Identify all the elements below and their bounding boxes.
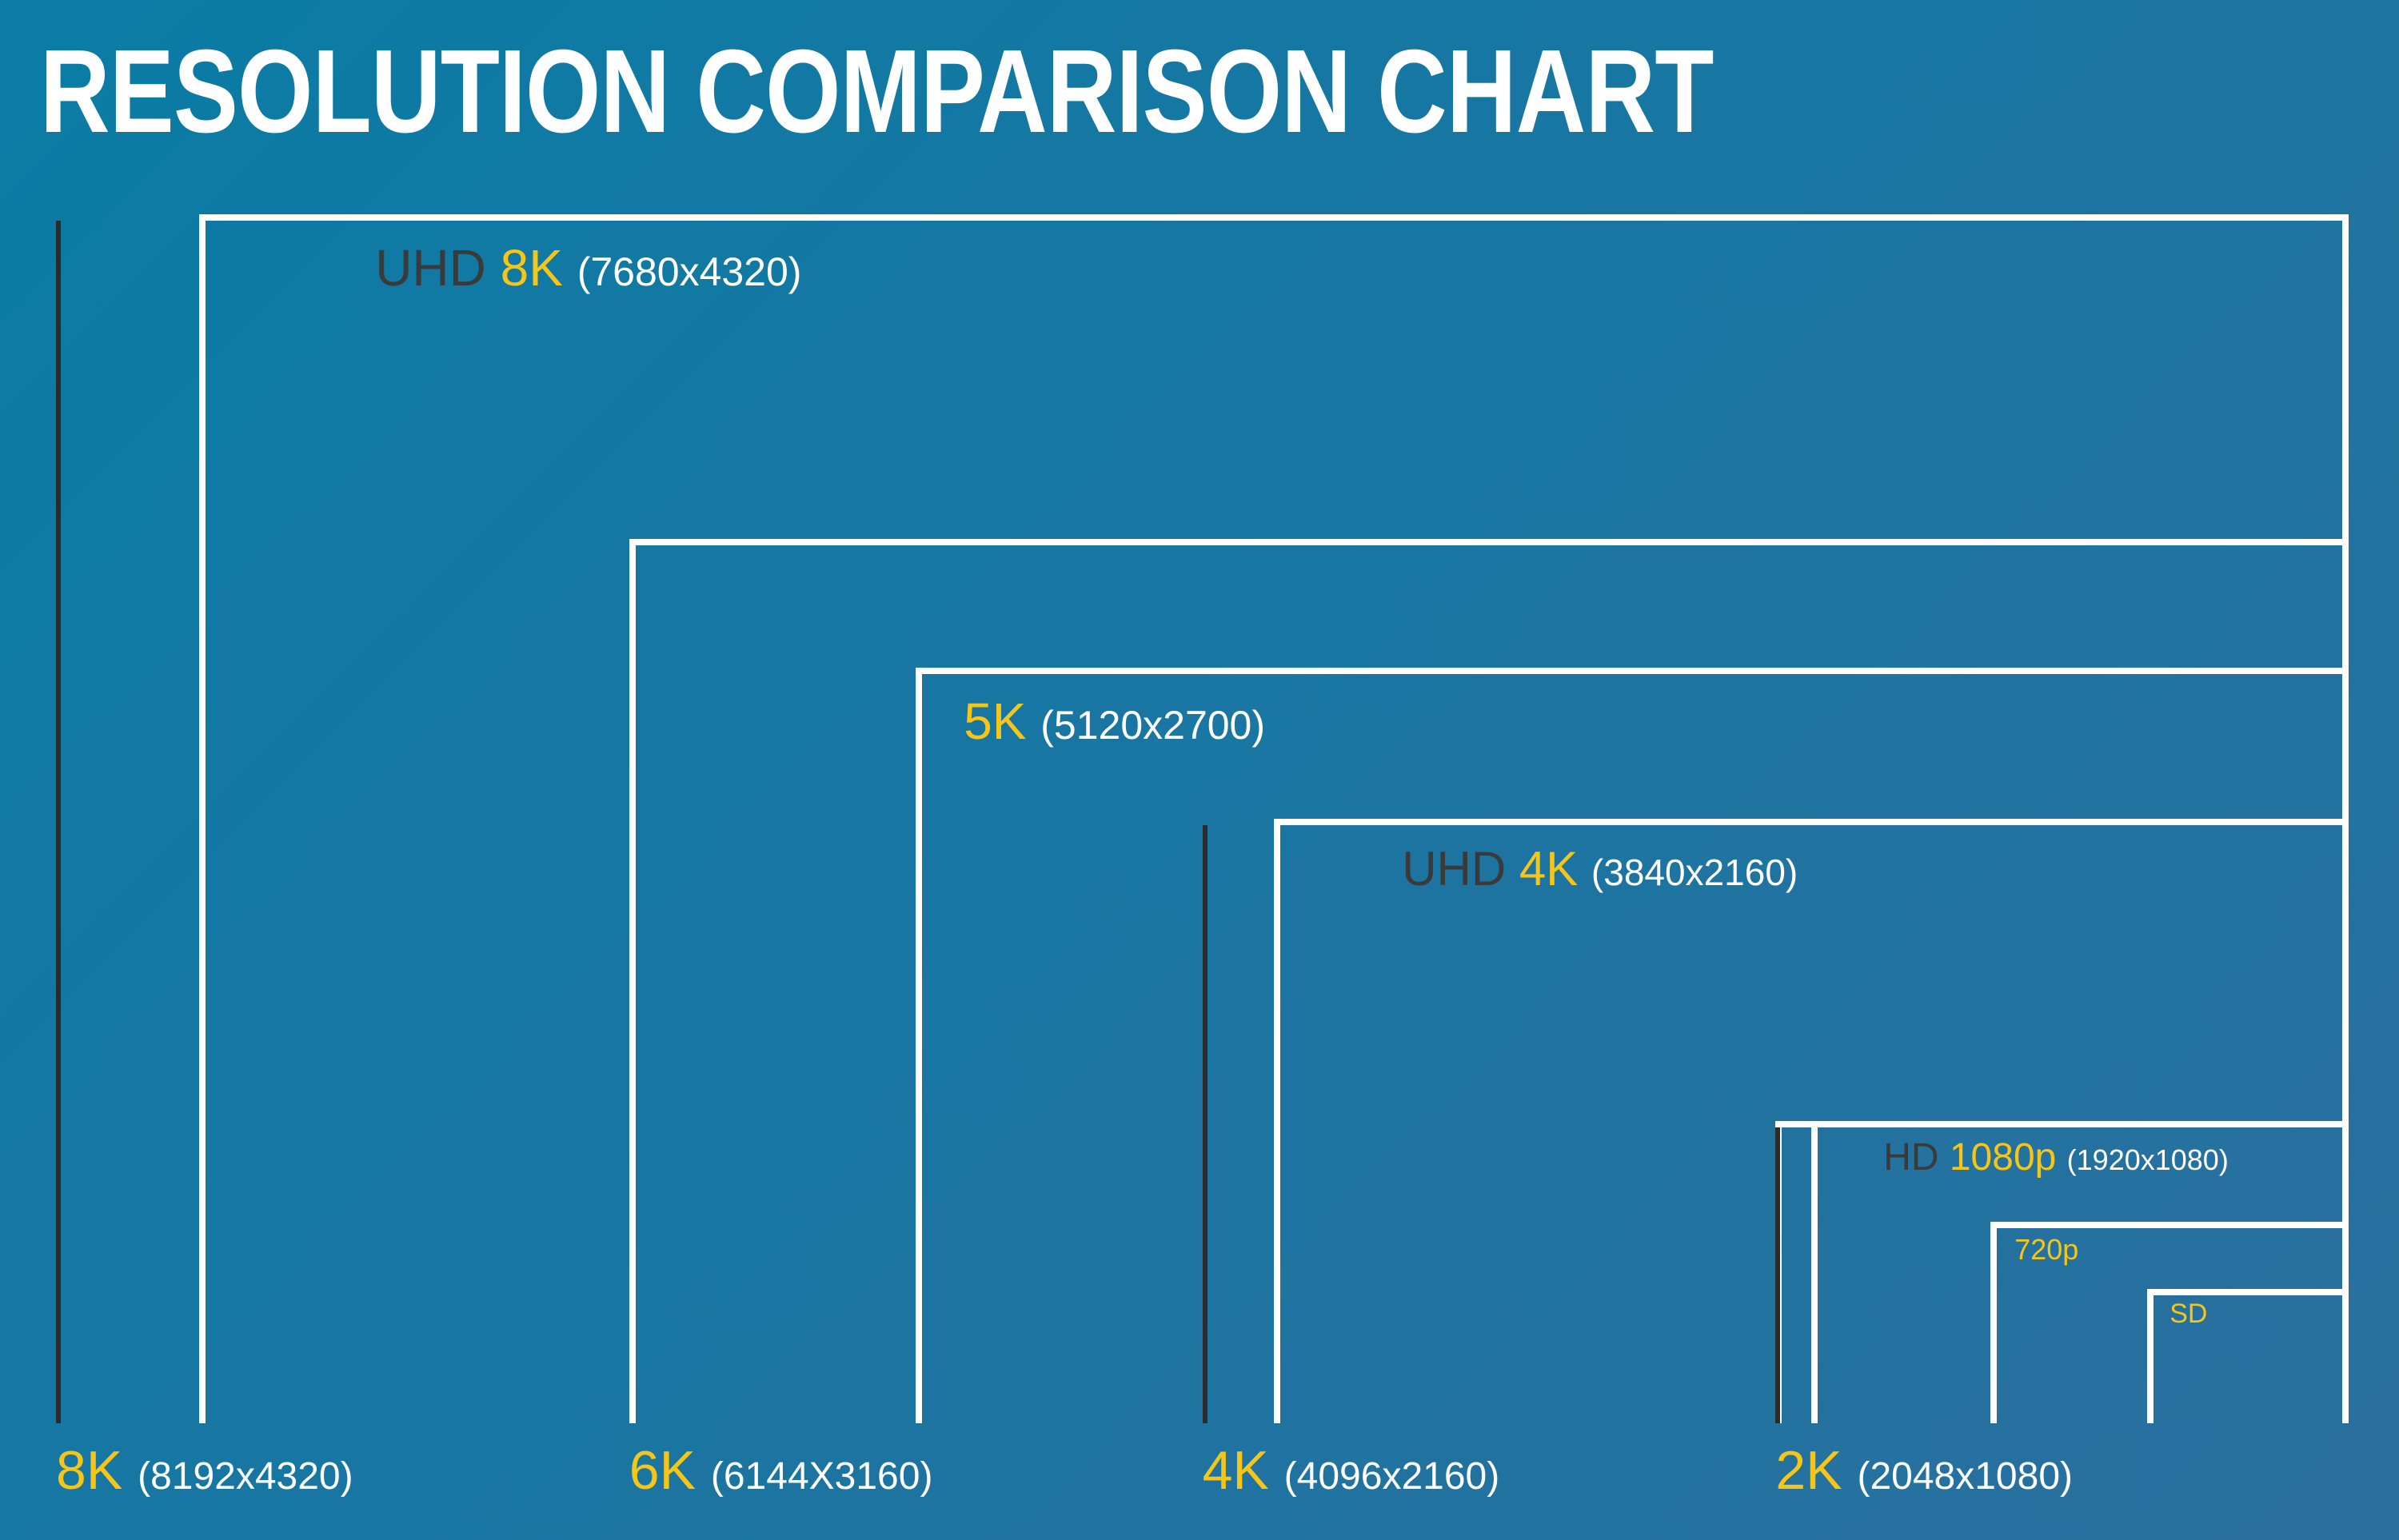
- resolution-label-1080p: HD 1080p (1920x1080): [1883, 1135, 2229, 1179]
- label-name: 4K: [1519, 842, 1591, 896]
- resolution-label-720p: 720p: [2014, 1233, 2078, 1267]
- resolution-label-5k: 5K (5120x2700): [964, 692, 1265, 751]
- bottom-label-dims: (4096x2160): [1284, 1455, 1500, 1498]
- label-prefix: UHD: [375, 239, 500, 297]
- label-name: SD: [2169, 1299, 2207, 1329]
- bottom-label-dims: (8192x4320): [138, 1455, 353, 1498]
- vline-1080p: [1775, 1127, 1780, 1423]
- label-name: 5K: [964, 692, 1040, 750]
- bottom-label-b4k: 4K (4096x2160): [1203, 1439, 1500, 1502]
- bottom-label-dims: (2048x1080): [1857, 1455, 2073, 1498]
- label-name: 8K: [501, 239, 577, 297]
- bottom-label-name: 2K: [1775, 1440, 1857, 1501]
- vline-uhd8k: [56, 221, 61, 1423]
- label-prefix: UHD: [1402, 842, 1519, 896]
- label-name: 1080p: [1950, 1136, 2067, 1179]
- resolution-label-sd: SD: [2169, 1299, 2207, 1330]
- bottom-label-name: 8K: [56, 1440, 138, 1501]
- bottom-label-b2k: 2K (2048x1080): [1775, 1439, 2073, 1502]
- bottom-label-name: 4K: [1203, 1440, 1284, 1501]
- label-name: 720p: [2014, 1233, 2078, 1266]
- label-dims: (1920x1080): [2067, 1143, 2229, 1176]
- vline-uhd4k: [1203, 825, 1207, 1423]
- resolution-comparison-chart: RESOLUTION COMPARISON CHART UHD 8K (7680…: [0, 0, 2399, 1540]
- resolution-label-uhd4k: UHD 4K (3840x2160): [1402, 841, 1798, 896]
- label-prefix: HD: [1883, 1136, 1950, 1179]
- label-dims: (7680x4320): [577, 249, 802, 294]
- bottom-label-name: 6K: [629, 1440, 711, 1501]
- bottom-label-dims: (6144X3160): [711, 1455, 933, 1498]
- resolution-label-uhd8k: UHD 8K (7680x4320): [375, 238, 801, 297]
- label-dims: (3840x2160): [1591, 852, 1798, 893]
- bottom-label-b8k: 8K (8192x4320): [56, 1439, 353, 1502]
- label-dims: (5120x2700): [1040, 703, 1265, 748]
- chart-title: RESOLUTION COMPARISON CHART: [40, 24, 1714, 160]
- bottom-label-b6k: 6K (6144X3160): [629, 1439, 933, 1502]
